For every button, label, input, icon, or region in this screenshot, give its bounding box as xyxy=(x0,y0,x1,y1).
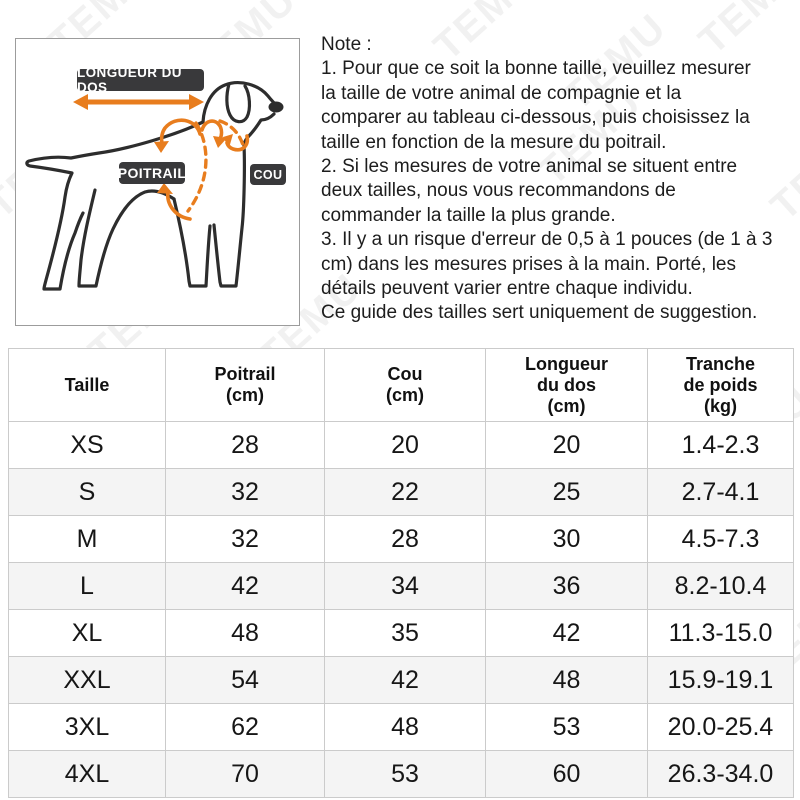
value-cell: 20.0-25.4 xyxy=(647,703,794,751)
dog-outline xyxy=(25,81,280,291)
table-row: L 42 34 36 8.2-10.4 xyxy=(8,562,794,610)
chest-girth-dashes xyxy=(186,121,208,213)
size-cell: 3XL xyxy=(8,703,166,751)
value-cell: 42 xyxy=(165,562,325,610)
value-cell: 53 xyxy=(324,750,486,798)
note-line: 1. Pour que ce soit la bonne taille, veu… xyxy=(321,58,751,80)
value-cell: 26.3-34.0 xyxy=(647,750,794,798)
note-line: Ce guide des tailles sert uniquement de … xyxy=(321,302,758,324)
value-cell: 2.7-4.1 xyxy=(647,468,794,516)
size-cell: M xyxy=(8,515,166,563)
size-table: Taille Poitrail (cm) Cou (cm) Longueur d… xyxy=(8,348,794,798)
dog-illustration xyxy=(25,81,284,291)
value-cell: 11.3-15.0 xyxy=(647,609,794,657)
back-length-badge: LONGUEUR DU DOS xyxy=(77,65,204,95)
table-row: XL 48 35 42 11.3-15.0 xyxy=(8,609,794,657)
value-cell: 25 xyxy=(485,468,648,516)
table-row: 4XL 70 53 60 26.3-34.0 xyxy=(8,750,794,798)
value-cell: 36 xyxy=(485,562,648,610)
value-cell: 62 xyxy=(165,703,325,751)
value-cell: 48 xyxy=(324,703,486,751)
note-line: détails peuvent varier entre chaque indi… xyxy=(321,278,693,300)
value-cell: 70 xyxy=(165,750,325,798)
sizing-note: Note : 1. Pour que ce soit la bonne tail… xyxy=(321,33,799,326)
chest-curve-arrow xyxy=(159,118,202,145)
value-cell: 20 xyxy=(485,421,648,469)
note-line: cm) dans les mesures prises à la main. P… xyxy=(321,253,736,275)
column-header-taille: Taille xyxy=(8,348,166,422)
neck-badge: COU xyxy=(250,164,286,185)
measurement-marks xyxy=(84,99,250,221)
size-cell: XL xyxy=(8,609,166,657)
table-row: XXL 54 42 48 15.9-19.1 xyxy=(8,656,794,704)
value-cell: 48 xyxy=(485,656,648,704)
size-cell: 4XL xyxy=(8,750,166,798)
column-header-longueur: Longueur du dos (cm) xyxy=(485,348,648,422)
value-cell: 32 xyxy=(165,468,325,516)
size-cell: L xyxy=(8,562,166,610)
size-cell: S xyxy=(8,468,166,516)
table-row: S 32 22 25 2.7-4.1 xyxy=(8,468,794,516)
note-line: commander la taille la plus grande. xyxy=(321,204,616,226)
value-cell: 34 xyxy=(324,562,486,610)
value-cell: 60 xyxy=(485,750,648,798)
column-header-poids: Tranche de poids (kg) xyxy=(647,348,794,422)
value-cell: 22 xyxy=(324,468,486,516)
column-header-cou: Cou (cm) xyxy=(324,348,486,422)
value-cell: 8.2-10.4 xyxy=(647,562,794,610)
value-cell: 20 xyxy=(324,421,486,469)
size-cell: XS xyxy=(8,421,166,469)
value-cell: 15.9-19.1 xyxy=(647,656,794,704)
note-line: 3. Il y a un risque d'erreur de 0,5 à 1 … xyxy=(321,229,773,251)
neck-girth-dashes xyxy=(218,119,246,151)
note-line: 2. Si les mesures de votre animal se sit… xyxy=(321,156,738,178)
dog-nose xyxy=(268,101,284,113)
table-row: XS 28 20 20 1.4-2.3 xyxy=(8,421,794,469)
shoulder-curve-arrow xyxy=(200,119,224,141)
value-cell: 4.5-7.3 xyxy=(647,515,794,563)
value-cell: 30 xyxy=(485,515,648,563)
note-line: deux tailles, nous vous recommandons de xyxy=(321,180,676,202)
chest-badge: POITRAIL xyxy=(118,162,186,184)
value-cell: 1.4-2.3 xyxy=(647,421,794,469)
table-header-row: Taille Poitrail (cm) Cou (cm) Longueur d… xyxy=(8,348,794,422)
value-cell: 42 xyxy=(324,656,486,704)
chest-bottom-arrow xyxy=(165,189,192,221)
note-line: taille en fonction de la mesure du poitr… xyxy=(321,131,667,153)
dog-measure-diagram: LONGUEUR DU DOS POITRAIL COU xyxy=(15,38,300,326)
note-line: la taille de votre animal de compagnie e… xyxy=(321,82,682,104)
note-line: comparer au tableau ci-dessous, puis cho… xyxy=(321,107,750,129)
value-cell: 28 xyxy=(165,421,325,469)
table-row: M 32 28 30 4.5-7.3 xyxy=(8,515,794,563)
table-row: 3XL 62 48 53 20.0-25.4 xyxy=(8,703,794,751)
value-cell: 35 xyxy=(324,609,486,657)
value-cell: 42 xyxy=(485,609,648,657)
column-header-poitrail: Poitrail (cm) xyxy=(165,348,325,422)
value-cell: 53 xyxy=(485,703,648,751)
value-cell: 32 xyxy=(165,515,325,563)
value-cell: 48 xyxy=(165,609,325,657)
arrowheads xyxy=(73,94,233,194)
value-cell: 54 xyxy=(165,656,325,704)
size-cell: XXL xyxy=(8,656,166,704)
value-cell: 28 xyxy=(324,515,486,563)
note-heading: Note : xyxy=(321,34,372,55)
